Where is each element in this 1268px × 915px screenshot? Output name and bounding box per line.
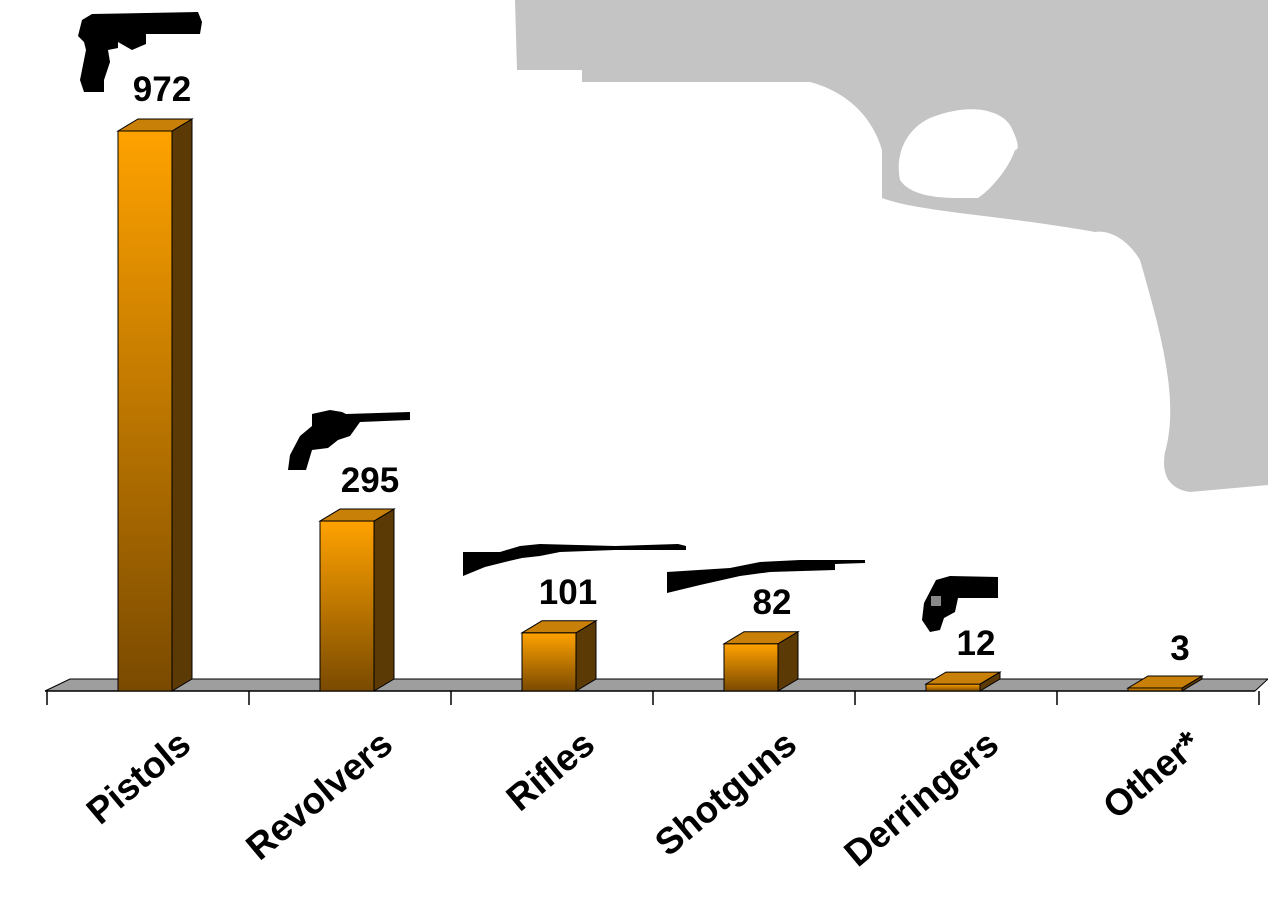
- bar: [116, 118, 194, 692]
- value-label: 101: [539, 573, 597, 612]
- background-pistol-silhouette-icon: [515, 0, 1268, 492]
- bar: [318, 508, 396, 692]
- category-label: Other*: [1095, 722, 1208, 826]
- bar-front: [319, 520, 375, 692]
- bar-top: [722, 631, 800, 645]
- x-axis-ticks: [46, 691, 1260, 705]
- category-label: Revolvers: [238, 723, 400, 868]
- category-label: Shotguns: [647, 723, 804, 864]
- value-label: 3: [1170, 629, 1189, 668]
- pistol-icon: [78, 12, 202, 92]
- bar-front: [723, 643, 779, 692]
- bars: [116, 118, 1204, 692]
- value-label: 82: [753, 583, 792, 622]
- rifle-icon: [463, 544, 686, 576]
- derringer-icon: [922, 576, 998, 632]
- bar-top: [318, 508, 396, 522]
- value-label: 972: [133, 70, 191, 109]
- revolver-icon: [288, 410, 410, 470]
- value-label: 12: [957, 624, 996, 663]
- category-label: Rifles: [499, 723, 603, 819]
- bar: [520, 619, 598, 692]
- bar-top: [116, 118, 194, 132]
- category-labels: Pistols Revolvers Rifles Shotguns Derringers…: [79, 722, 1209, 874]
- value-labels: 972 295 101 82 12 3: [133, 70, 1190, 668]
- bar: [924, 671, 1002, 692]
- chart-floor: [44, 678, 1268, 692]
- bar-front: [925, 683, 981, 692]
- bar-top: [520, 620, 598, 634]
- bar-side: [373, 508, 395, 692]
- shotgun-icon: [667, 560, 865, 593]
- bar: [1126, 675, 1204, 692]
- bar-top: [924, 671, 1002, 685]
- category-label: Derringers: [836, 723, 1006, 875]
- bar-side: [171, 118, 193, 692]
- bar-top: [1126, 675, 1204, 689]
- category-label: Pistols: [79, 723, 198, 832]
- bar-front: [117, 130, 173, 692]
- bar: [722, 630, 800, 692]
- bar-front: [521, 632, 577, 692]
- value-label: 295: [341, 461, 399, 500]
